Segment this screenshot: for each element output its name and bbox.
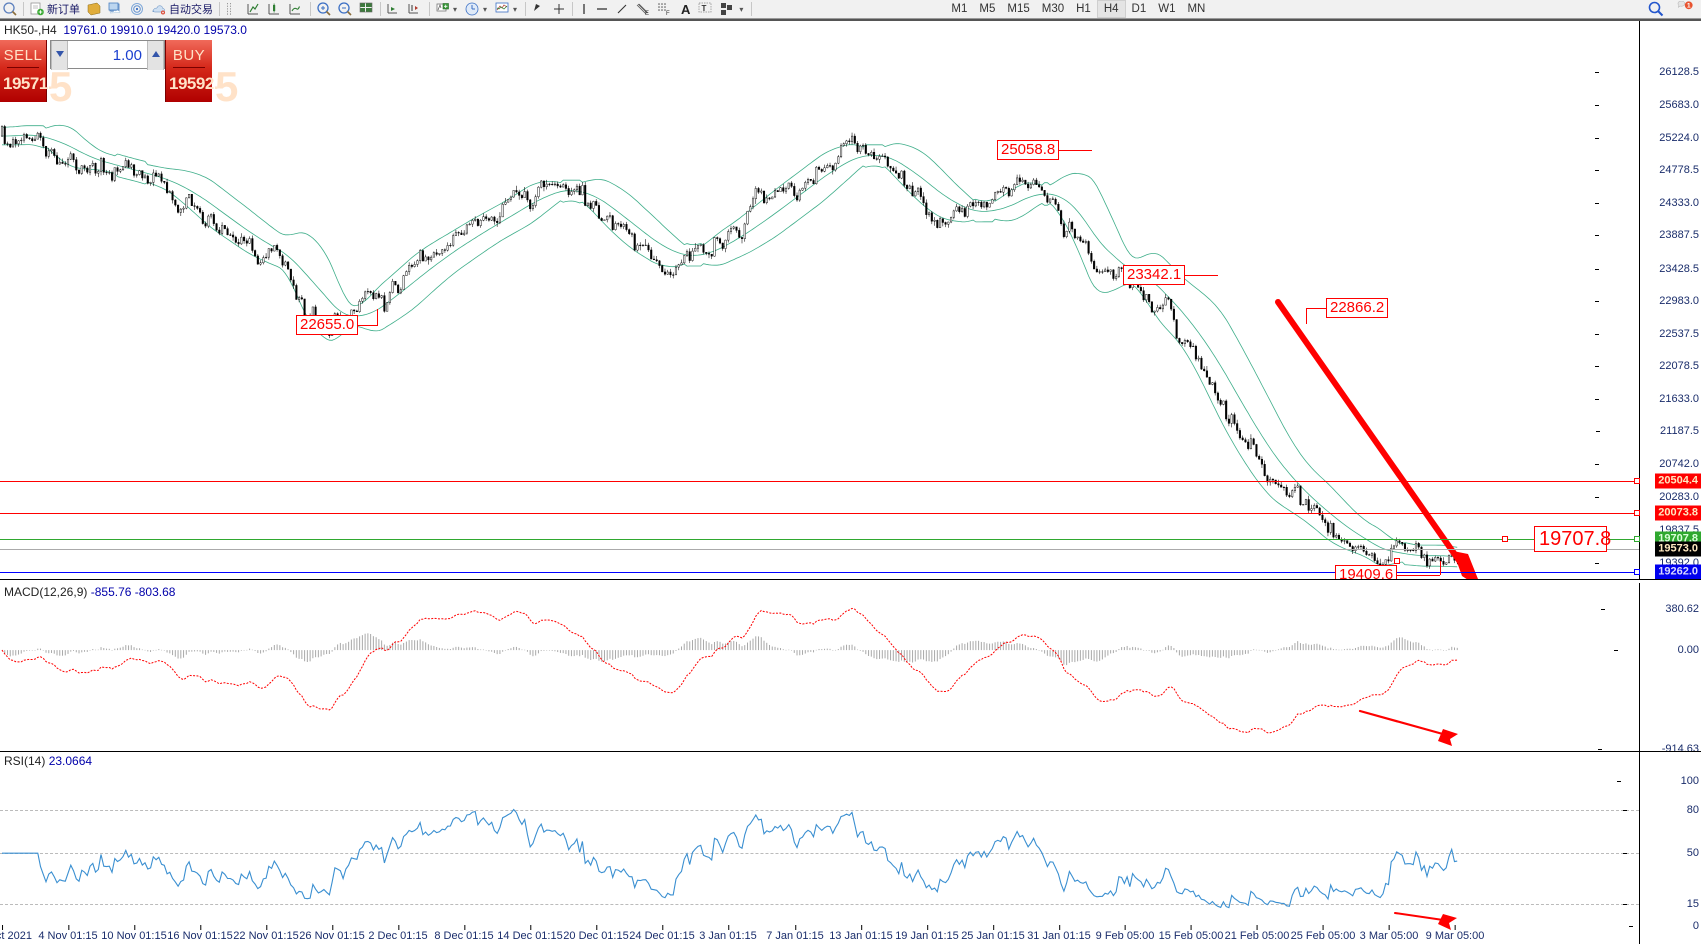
svg-text:1: 1 — [1687, 3, 1691, 10]
svg-text:E: E — [645, 11, 649, 16]
svg-text:F: F — [666, 11, 670, 16]
svg-text:T: T — [702, 4, 707, 13]
